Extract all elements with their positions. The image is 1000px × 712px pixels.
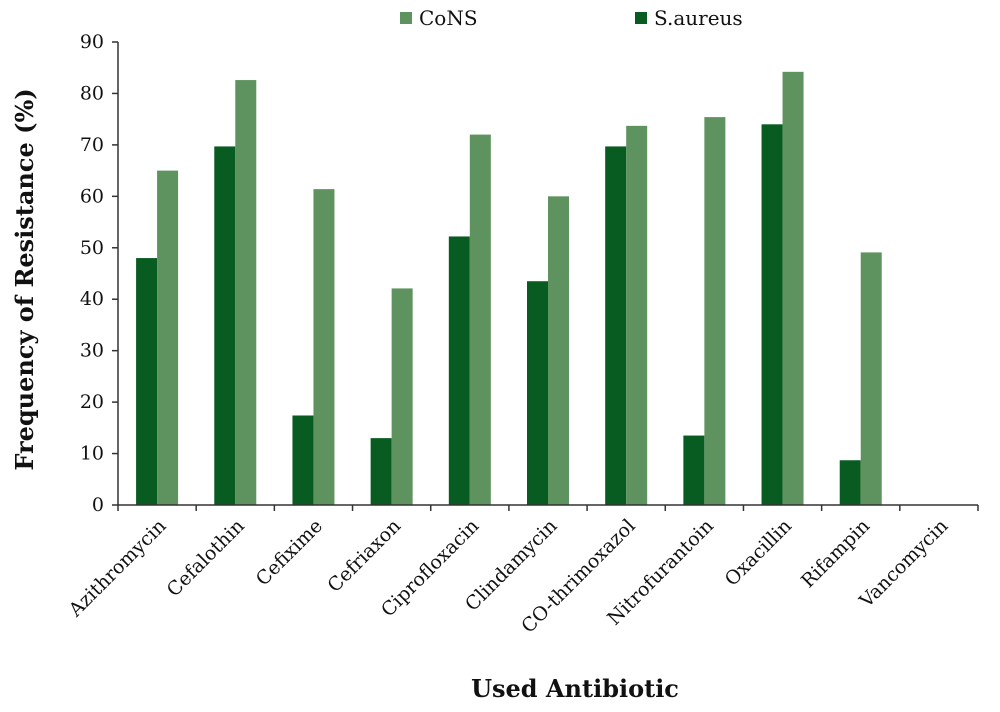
bar-s-aureus-cefixime <box>292 415 314 505</box>
bar-cons-co-thrimoxazol <box>626 125 648 506</box>
y-tick-label: 30 <box>80 340 104 362</box>
y-tick-label: 80 <box>80 82 104 104</box>
y-tick-label: 50 <box>80 237 104 259</box>
x-axis-title: Used Antibiotic <box>471 674 679 703</box>
legend-swatch-s-aureus <box>635 12 647 24</box>
bar-s-aureus-co-thrimoxazol <box>605 146 627 505</box>
bar-s-aureus-rifampin <box>839 460 861 505</box>
bar-cons-cefalothin <box>235 80 257 506</box>
x-category-label: Cefriaxon <box>323 515 405 597</box>
y-tick-label: 10 <box>80 443 104 465</box>
bar-cons-rifampin <box>860 252 882 505</box>
bar-cons-cefriaxon <box>391 288 413 505</box>
y-tick-label: 0 <box>92 494 104 516</box>
y-axis-title: Frequency of Resistance (%) <box>10 88 39 470</box>
x-category-label: Oxacillin <box>721 515 797 591</box>
bar-cons-cefixime <box>313 189 335 505</box>
bar-s-aureus-clindamycin <box>527 281 548 505</box>
bar-s-aureus-cefalothin <box>214 146 236 505</box>
x-category-label: Cefixime <box>252 515 327 590</box>
bar-s-aureus-cefriaxon <box>370 438 392 505</box>
legend-label-cons: CoNS <box>419 6 478 30</box>
x-category-label: Azithromycin <box>64 515 171 622</box>
bar-s-aureus-azithromycin <box>136 258 158 505</box>
x-category-label: Cefalothin <box>163 515 249 601</box>
y-axis-ticks: 0 10 20 30 40 50 60 70 80 90 <box>80 31 979 516</box>
bar-cons-nitrofurantoin <box>704 117 726 505</box>
legend-swatch-cons <box>400 12 412 24</box>
y-tick-label: 40 <box>80 288 104 310</box>
y-tick-label: 20 <box>80 391 104 413</box>
bars <box>136 71 882 506</box>
y-tick-label: 90 <box>80 31 104 53</box>
bar-s-aureus-ciprofloxacin <box>448 236 470 505</box>
x-category-label: Rifampin <box>797 515 874 592</box>
bar-cons-ciprofloxacin <box>469 134 491 505</box>
bar-cons-clindamycin <box>548 196 569 506</box>
bar-cons-azithromycin <box>157 170 179 505</box>
bar-cons-oxacillin <box>782 71 804 506</box>
y-tick-label: 60 <box>80 185 104 207</box>
bar-s-aureus-oxacillin <box>761 124 783 506</box>
y-tick-label: 70 <box>80 134 104 156</box>
legend-label-s-aureus: S.aureus <box>654 6 743 30</box>
legend: CoNS S.aureus <box>400 6 743 30</box>
bar-s-aureus-nitrofurantoin <box>683 435 705 505</box>
